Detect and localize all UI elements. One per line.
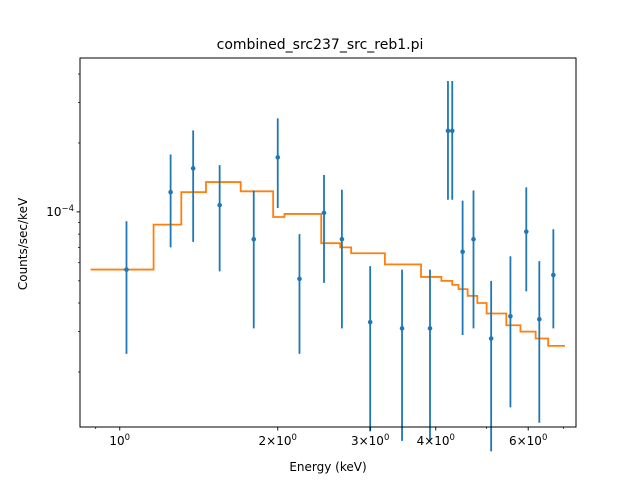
data-point [399, 326, 405, 331]
data-point [523, 229, 529, 234]
data-point [339, 236, 345, 242]
y-axis-label: Counts/sec/keV [16, 197, 30, 290]
chart-title: combined_src237_src_reb1.pi [217, 37, 424, 53]
y-tick-label: 10−4 [46, 204, 74, 219]
data-point [297, 276, 302, 282]
x-tick-label: 100 [109, 433, 130, 448]
x-axis: 100 2×100 3×100 4×100 6×100 [95, 427, 564, 448]
x-tick-label: 4×100 [417, 433, 455, 448]
data-point [217, 202, 222, 208]
data-point [551, 272, 556, 278]
data-point [168, 189, 173, 195]
x-axis-label: Energy (keV) [289, 460, 366, 474]
plot-frame [79, 57, 577, 428]
data-point [275, 155, 281, 160]
data-point [427, 326, 433, 331]
data-point [508, 314, 513, 319]
x-tick-label: 3×100 [351, 433, 389, 448]
data-point [449, 128, 455, 134]
data-point [445, 128, 451, 134]
data-point [471, 236, 476, 242]
data-point [537, 316, 542, 322]
data-point [488, 336, 494, 341]
data-point [367, 319, 373, 325]
data-point [190, 166, 196, 171]
model-step-line [90, 181, 565, 347]
data-point [460, 249, 465, 255]
data-point [321, 210, 327, 216]
x-tick-label: 2×100 [259, 433, 297, 448]
data-point [251, 236, 257, 242]
x-tick-label: 6×100 [509, 433, 547, 448]
data-point [124, 267, 129, 272]
plot-area [90, 80, 565, 452]
